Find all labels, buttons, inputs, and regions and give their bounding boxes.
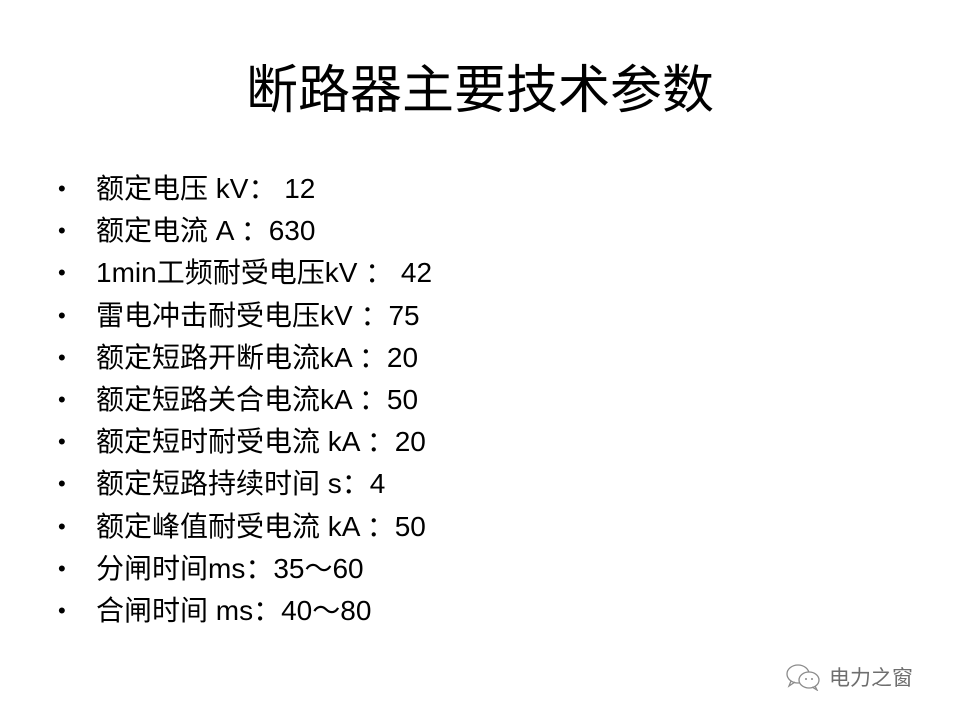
list-item: • 额定电压 kV： 12 [58,168,432,210]
bullet: • [58,471,66,497]
bullet: • [58,344,66,370]
list-item: • 额定短路开断电流kA ：20 [58,337,432,379]
list-item: • 额定短时耐受电流 kA ：20 [58,421,432,463]
bullet: • [58,597,66,623]
item-text: 额定短路开断电流kA ：20 [96,341,419,373]
bullet: • [58,302,66,328]
item-text: 1min工频耐受电压kV ： 42 [96,257,433,289]
item-text: 雷电冲击耐受电压kV ：75 [96,299,420,331]
item-text: 额定峰值耐受电流 kA ：50 [96,510,426,542]
item-text: 额定电压 kV： 12 [96,173,316,204]
list-item: • 额定短路持续时间 s：4 [58,463,432,505]
list-item: • 额定电流 A ：630 [58,210,432,252]
bullet: • [58,176,66,201]
list-item: • 雷电冲击耐受电压kV ：75 [58,295,432,337]
list-item: • 1min工频耐受电压kV ： 42 [58,252,432,294]
list-item: • 额定峰值耐受电流 kA ：50 [58,506,432,548]
item-text: 额定电流 A ：630 [96,215,316,247]
bullet: • [58,260,66,286]
wechat-icon [786,664,820,691]
item-text: 额定短路关合电流kA ：50 [96,383,419,415]
bullet: • [58,513,66,539]
item-text: 额定短路持续时间 s：4 [96,468,386,500]
bullet: • [58,429,66,455]
parameter-list: • 额定电压 kV： 12 • 额定电流 A ：630 • 1min工频耐受电压kV … [58,168,432,632]
slide-title: 断路器主要技术参数 [245,61,714,121]
watermark: 电力之窗 [785,662,913,692]
list-item: • 分闸时间ms：35～60 [58,548,432,590]
bullet: • [58,218,66,244]
item-text: 合闸时间 ms：40～80 [96,594,372,626]
item-text: 额定短时耐受电流 kA ：20 [96,426,426,458]
watermark-text: 电力之窗 [829,666,913,690]
bullet: • [58,386,66,412]
bullet: • [58,555,66,581]
list-item: • 合闸时间 ms：40～80 [58,590,432,632]
list-item: • 额定短路关合电流kA ：50 [58,379,432,421]
item-text: 分闸时间ms：35～60 [96,552,364,584]
